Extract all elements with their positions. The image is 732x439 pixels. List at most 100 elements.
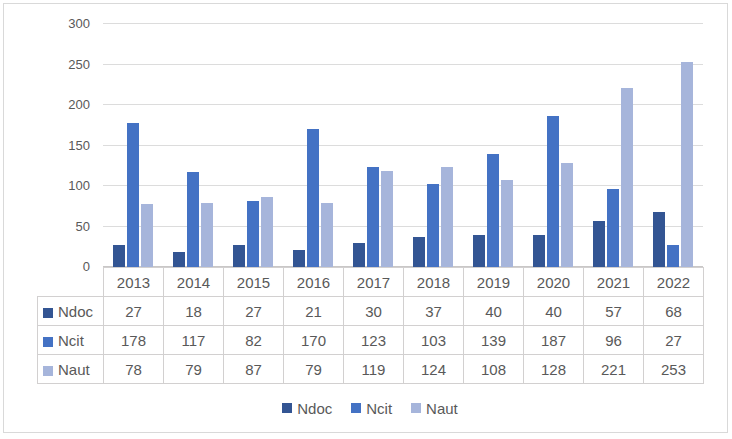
series-swatch-icon: [43, 366, 53, 376]
table-value-cell: 221: [584, 355, 644, 384]
y-axis-tick-label: 250: [30, 57, 90, 73]
bar-ncit-2013: [127, 123, 139, 267]
year-header-cell: 2014: [164, 268, 224, 297]
bar-ndoc-2018: [413, 237, 425, 267]
bar-naut-2021: [621, 88, 633, 267]
table-value-cell: 117: [164, 326, 224, 355]
table-value-cell: 96: [584, 326, 644, 355]
table-value-cell: 87: [224, 355, 284, 384]
bar-ndoc-2014: [173, 252, 185, 267]
bar-ncit-2019: [487, 154, 499, 267]
table-row-ncit: Ncit178117821701231031391879627: [38, 326, 704, 355]
table-value-cell: 18: [164, 297, 224, 326]
table-value-cell: 78: [104, 355, 164, 384]
table-value-cell: 27: [644, 326, 704, 355]
table-value-cell: 68: [644, 297, 704, 326]
bar-ncit-2021: [607, 189, 619, 267]
chart-area[interactable]: 050100150200250300 201320142015201620172…: [0, 0, 732, 439]
legend-swatch-icon: [411, 403, 421, 413]
year-header-cell: 2016: [284, 268, 344, 297]
bar-group-2017: [343, 24, 403, 267]
legend-item-ncit: Ncit: [351, 400, 392, 417]
year-header-cell: 2013: [104, 268, 164, 297]
bar-group-2016: [283, 24, 343, 267]
series-swatch-icon: [43, 337, 53, 347]
table-value-cell: 124: [404, 355, 464, 384]
bar-ncit-2022: [667, 245, 679, 267]
plot-area: [103, 24, 703, 267]
table-value-cell: 178: [104, 326, 164, 355]
y-axis-tick-label: 300: [30, 16, 90, 32]
year-header-cell: 2019: [464, 268, 524, 297]
bar-naut-2015: [261, 197, 273, 268]
bar-group-2015: [223, 24, 283, 267]
series-label-cell: Ncit: [38, 326, 104, 355]
year-header-cell: 2020: [524, 268, 584, 297]
bar-naut-2022: [681, 62, 693, 267]
legend-label: Ndoc: [297, 400, 332, 417]
table-value-cell: 128: [524, 355, 584, 384]
table-value-cell: 123: [344, 326, 404, 355]
table-value-cell: 82: [224, 326, 284, 355]
table-value-cell: 170: [284, 326, 344, 355]
bar-ndoc-2019: [473, 235, 485, 267]
bar-ncit-2015: [247, 201, 259, 267]
bar-naut-2014: [201, 203, 213, 267]
year-header-cell: 2017: [344, 268, 404, 297]
bar-naut-2017: [381, 171, 393, 267]
table-value-cell: 40: [524, 297, 584, 326]
legend-label: Naut: [426, 400, 458, 417]
table-value-cell: 187: [524, 326, 584, 355]
table-value-cell: 119: [344, 355, 404, 384]
table-value-cell: 108: [464, 355, 524, 384]
bar-ncit-2020: [547, 116, 559, 268]
bar-ncit-2017: [367, 167, 379, 267]
table-value-cell: 253: [644, 355, 704, 384]
series-label-cell: Naut: [38, 355, 104, 384]
bar-ndoc-2015: [233, 245, 245, 267]
bar-ndoc-2022: [653, 212, 665, 267]
series-label-cell: Ndoc: [38, 297, 104, 326]
data-table: 2013201420152016201720182019202020212022…: [37, 267, 704, 384]
legend-swatch-icon: [282, 403, 292, 413]
y-axis-tick-label: 100: [30, 178, 90, 194]
table-value-cell: 27: [104, 297, 164, 326]
table-corner-cell: [38, 268, 104, 297]
table-value-cell: 103: [404, 326, 464, 355]
year-header-cell: 2018: [404, 268, 464, 297]
bar-naut-2020: [561, 163, 573, 267]
bar-group-2022: [643, 24, 703, 267]
bar-naut-2019: [501, 180, 513, 268]
bar-naut-2013: [141, 204, 153, 267]
legend-swatch-icon: [351, 403, 361, 413]
series-name-label: Ndoc: [58, 303, 93, 320]
bar-ncit-2016: [307, 129, 319, 267]
bar-ndoc-2021: [593, 221, 605, 267]
table-header-row: 2013201420152016201720182019202020212022: [38, 268, 704, 297]
bar-ndoc-2016: [293, 250, 305, 267]
y-axis-tick-label: 150: [30, 138, 90, 154]
bar-group-2013: [103, 24, 163, 267]
year-header-cell: 2021: [584, 268, 644, 297]
bar-ndoc-2017: [353, 243, 365, 267]
series-swatch-icon: [43, 308, 53, 318]
bar-group-2020: [523, 24, 583, 267]
table-value-cell: 30: [344, 297, 404, 326]
table-row-naut: Naut78798779119124108128221253: [38, 355, 704, 384]
table-value-cell: 21: [284, 297, 344, 326]
bar-group-2021: [583, 24, 643, 267]
bar-naut-2016: [321, 203, 333, 267]
table-value-cell: 40: [464, 297, 524, 326]
bar-group-2014: [163, 24, 223, 267]
series-name-label: Ncit: [58, 332, 84, 349]
bar-ncit-2018: [427, 184, 439, 267]
year-header-cell: 2015: [224, 268, 284, 297]
legend-item-ndoc: Ndoc: [282, 400, 332, 417]
bar-naut-2018: [441, 167, 453, 267]
bar-ncit-2014: [187, 172, 199, 267]
table-value-cell: 79: [164, 355, 224, 384]
y-axis-tick-label: 200: [30, 97, 90, 113]
bar-group-2018: [403, 24, 463, 267]
year-header-cell: 2022: [644, 268, 704, 297]
bar-ndoc-2013: [113, 245, 125, 267]
